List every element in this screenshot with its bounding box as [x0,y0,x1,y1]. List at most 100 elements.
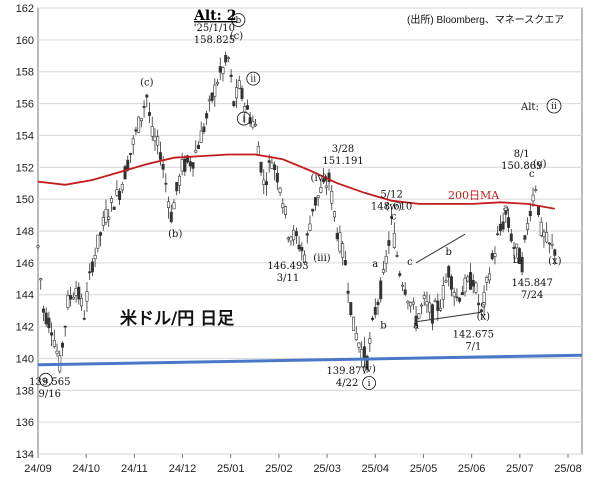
y-tick-label: 134 [16,449,34,461]
candle-body [112,206,116,210]
wave-label: c [391,211,397,222]
ma200-line [37,153,555,210]
candle-body [39,278,43,281]
price-annotation: 3/11 [277,273,299,284]
candle-body [158,152,162,160]
candle-body [504,210,508,215]
candle-body [36,245,40,248]
x-tick-label: 25/06 [458,463,486,475]
candle-body [455,296,459,299]
candle-body [308,223,312,231]
candle-body [292,229,296,241]
candle-body [169,211,173,222]
wave-label: (v) [362,364,376,375]
candle-body [422,295,426,299]
price-annotation: '25/1/10 [194,23,235,34]
candle-body [303,254,307,263]
wave-label: b [446,247,452,258]
candle-body [536,205,540,216]
candle-body [452,292,456,297]
candle-body [270,162,274,169]
candle-body [77,286,81,300]
candle-body [47,317,51,329]
x-tick-label: 25/04 [362,463,390,475]
candle-body [409,302,413,307]
candle-body [428,302,432,313]
candle-body [254,124,258,127]
candle-body [69,295,73,300]
candle-body [96,234,100,249]
candle-body [101,217,105,226]
candle-body [319,187,323,193]
candle-body [324,185,328,188]
candle-body [243,106,247,113]
candle-body [156,136,160,146]
candle-body [433,300,437,303]
alt-right-circle-text: ii [551,102,557,112]
candle-body [264,181,268,186]
candle-body [474,282,478,293]
y-tick-label: 158 [16,67,34,79]
candle-body [237,80,241,89]
candle-body [172,202,176,210]
candle-body [55,350,59,354]
candle-body [134,129,138,132]
x-tick-label: 25/03 [313,463,341,475]
candle-body [226,57,230,59]
candle-body [400,284,404,287]
alt-right-circle [546,98,562,114]
wave-label: (iv) [311,173,328,184]
candle-body [517,248,521,265]
candle-body [80,298,84,307]
price-annotation: 150.869 [501,161,542,172]
candle-body [88,271,92,274]
candle-body [381,269,385,273]
candle-body [284,206,288,215]
candle-body [341,243,345,258]
candle-body [85,291,89,302]
candle-body [547,242,551,245]
candle-body [477,302,481,306]
candle-body [74,288,78,296]
candle-body [346,290,350,294]
candle-body [205,113,209,119]
x-tick-label: 25/08 [554,463,582,475]
x-tick-label: 24/11 [121,463,148,475]
candle-body [275,173,279,183]
wave-label: a [413,321,419,332]
candle-body [118,190,122,201]
candle-body [150,126,154,137]
candle-body [229,74,233,77]
candle-body [297,244,301,250]
wave-label: (w) [385,201,401,212]
candle-body [343,260,347,266]
candle-body [196,144,200,149]
candle-body [509,233,513,242]
candle-body [498,223,502,232]
wave-label: a [503,203,509,214]
candle-body [63,325,67,328]
wave-label: (b) [168,229,182,240]
candle-body [384,256,388,264]
x-tick-label: 24/12 [169,463,197,475]
candle-body [99,232,103,236]
candle-body [245,105,249,110]
candle-body [180,159,184,172]
candle-body [512,246,516,249]
candle-body [311,208,315,212]
candle-body [349,302,353,316]
candle-body [235,87,239,99]
price-annotation: 139.565 [29,377,70,388]
wave-label: a [43,376,49,386]
y-tick-label: 148 [16,226,34,238]
candle-body [93,255,97,260]
candle-body [327,172,331,182]
candle-body [550,243,554,246]
candle-body [294,231,298,236]
candle-body [420,304,424,307]
wave-label: c [407,257,413,268]
candle-body [115,189,119,196]
candle-body [148,112,152,116]
